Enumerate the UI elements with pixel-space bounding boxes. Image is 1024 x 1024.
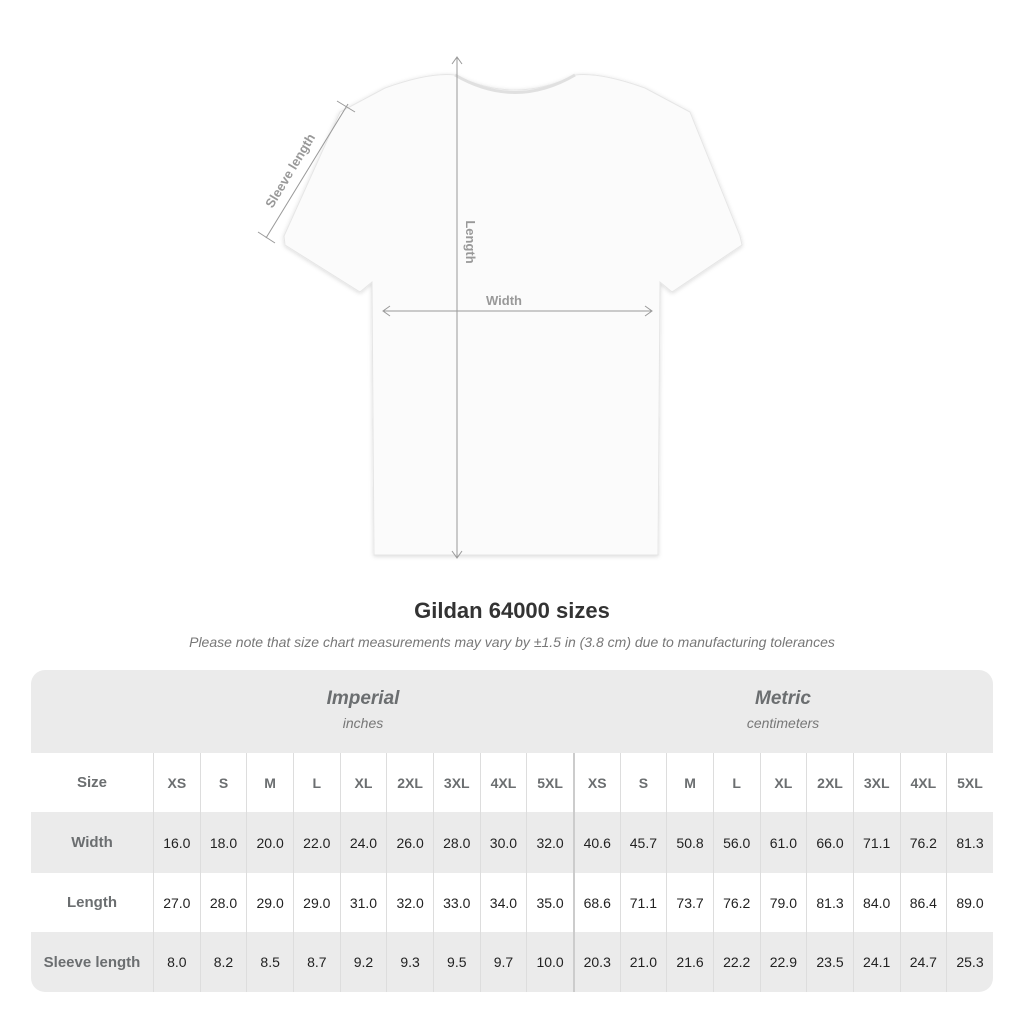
table-cell: 68.6 [572, 873, 620, 932]
table-cell: 21.6 [666, 932, 713, 992]
table-cell: 16.0 [153, 812, 200, 873]
size-table: Imperial inches Metric centimeters Size X… [31, 670, 993, 992]
table-cell: 10.0 [526, 932, 573, 992]
table-cell: 33.0 [432, 873, 480, 932]
size-header: 2XL [386, 753, 433, 812]
table-cell: 9.3 [386, 932, 433, 992]
table-cell: 31.0 [339, 873, 387, 932]
table-cell: 89.0 [946, 873, 993, 932]
table-cell: 32.0 [526, 812, 573, 873]
table-cell: 29.0 [246, 873, 293, 932]
table-cell: 34.0 [479, 873, 527, 932]
table-cell: 8.2 [199, 932, 247, 992]
size-header: 5XL [526, 753, 573, 812]
size-header: M [246, 753, 293, 812]
size-header: 5XL [946, 753, 993, 812]
measure-lines [257, 56, 653, 559]
table-cell: 25.3 [946, 932, 993, 992]
table-cell: 9.2 [339, 932, 387, 992]
tshirt-image [283, 74, 743, 556]
table-cell: 20.3 [572, 932, 620, 992]
tolerance-note: Please note that size chart measurements… [189, 634, 835, 650]
table-cell: 30.0 [479, 812, 527, 873]
length-label: Length [463, 220, 478, 263]
size-header: 4XL [479, 753, 527, 812]
table-cell: 28.0 [432, 812, 480, 873]
table-row: Length 27.0 28.0 29.0 29.0 31.0 32.0 33.0 34.0 35… [31, 873, 993, 932]
table-cell: 73.7 [666, 873, 713, 932]
table-cell: 50.8 [666, 812, 713, 873]
table-cell: 35.0 [526, 873, 573, 932]
metric-title: Metric [755, 688, 811, 709]
table-cell: 9.5 [432, 932, 480, 992]
table-cell: 71.1 [619, 873, 667, 932]
size-header: XL [339, 753, 387, 812]
table-cell: 26.0 [386, 812, 433, 873]
table-cell: 27.0 [153, 873, 200, 932]
size-header: 2XL [806, 753, 853, 812]
imperial-title: Imperial [326, 688, 400, 709]
page-title: Gildan 64000 sizes [414, 598, 610, 623]
table-cell: 8.0 [153, 932, 200, 992]
table-cell: 8.5 [246, 932, 293, 992]
size-header: 3XL [852, 753, 900, 812]
row-label: Width [71, 834, 113, 851]
metric-header: Metric centimeters [573, 670, 993, 753]
size-header: S [199, 753, 247, 812]
table-cell: 76.2 [712, 873, 760, 932]
table-cell: 66.0 [806, 812, 853, 873]
table-cell: 24.1 [852, 932, 900, 992]
table-cell: 22.9 [759, 932, 807, 992]
table-cell: 56.0 [712, 812, 760, 873]
size-header: L [712, 753, 760, 812]
table-cell: 9.7 [479, 932, 527, 992]
table-cell: 22.2 [712, 932, 760, 992]
table-cell: 81.3 [806, 873, 853, 932]
table-cell: 76.2 [899, 812, 947, 873]
table-cell: 28.0 [199, 873, 247, 932]
size-header: XS [153, 753, 200, 812]
metric-unit: centimeters [746, 715, 820, 731]
table-row: Size XS S M L XL 2XL 3XL 4XL 5XL XS S M L XL 2XL 3XL 4XL 5… [31, 753, 993, 812]
table-cell: 84.0 [852, 873, 900, 932]
table-cell: 24.7 [899, 932, 947, 992]
size-header: XL [759, 753, 807, 812]
tshirt-diagram: Width Length Sleeve length [257, 56, 743, 559]
size-header: L [292, 753, 340, 812]
size-header: 4XL [899, 753, 947, 812]
table-cell: 79.0 [759, 873, 807, 932]
size-header: M [666, 753, 713, 812]
table-cell: 61.0 [759, 812, 807, 873]
table-cell: 21.0 [619, 932, 667, 992]
row-label: Length [67, 894, 117, 911]
row-label: Sleeve length [43, 953, 141, 971]
table-row: Sleeve length 8.0 8.2 8.5 8.7 9.2 9.3 9.5 9.7 10.… [31, 932, 993, 992]
table-cell: 8.7 [292, 932, 340, 992]
width-label: Width [486, 293, 522, 308]
row-label: Size [76, 774, 107, 791]
table-cell: 81.3 [946, 812, 993, 873]
table-cell: 22.0 [292, 812, 340, 873]
imperial-header: Imperial inches [153, 670, 573, 753]
table-row: Width 16.0 18.0 20.0 22.0 24.0 26.0 28.0 30.0 32.… [31, 812, 993, 873]
table-cell: 40.6 [572, 812, 620, 873]
imperial-unit: inches [342, 715, 384, 731]
table-cell: 86.4 [899, 873, 947, 932]
size-header: 3XL [432, 753, 480, 812]
table-cell: 18.0 [199, 812, 247, 873]
table-cell: 45.7 [619, 812, 667, 873]
table-cell: 32.0 [386, 873, 433, 932]
table-cell: 24.0 [339, 812, 387, 873]
table-cell: 23.5 [806, 932, 853, 992]
table-cell: 29.0 [292, 873, 340, 932]
table-cell: 71.1 [852, 812, 900, 873]
size-header: S [619, 753, 667, 812]
table-cell: 20.0 [246, 812, 293, 873]
size-header: XS [572, 753, 620, 812]
